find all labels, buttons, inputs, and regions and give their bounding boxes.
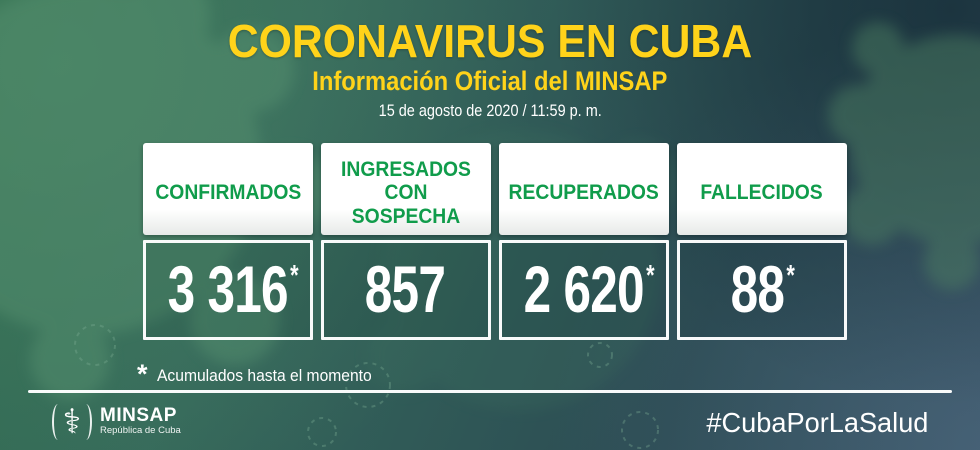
minsap-logo-subtitle: República de Cuba xyxy=(100,425,181,437)
minsap-logo-name: MINSAP xyxy=(100,404,177,426)
stat-card-header: CONFIRMADOS xyxy=(143,143,313,235)
stat-card-header: RECUPERADOS xyxy=(499,143,669,235)
hashtag-text: #CubaPorLaSalud xyxy=(706,407,929,438)
stat-card-value-box: 857 xyxy=(321,240,491,340)
stat-card-suspected: INGRESADOS CON SOSPECHA 857 xyxy=(321,143,491,340)
virus-blob-right xyxy=(828,22,980,290)
stat-card-label: FALLECIDOS xyxy=(700,181,824,205)
laurel-left-icon xyxy=(52,404,64,440)
stat-card-value: 3 316 xyxy=(167,252,289,326)
footnote-text: Acumulados hasta el momento xyxy=(156,366,372,385)
minsap-logo: ⚕ MINSAP República de Cuba xyxy=(52,398,181,444)
stat-card-header: FALLECIDOS xyxy=(677,143,847,235)
stat-card-deceased: FALLECIDOS 88* xyxy=(677,143,847,340)
virus-outlines xyxy=(74,324,659,449)
asterisk-marker: * xyxy=(290,260,298,292)
footnote: * Acumulados hasta el momento xyxy=(137,359,390,389)
stat-card-label: INGRESADOS CON SOSPECHA xyxy=(341,158,471,228)
footnote-asterisk: * xyxy=(137,359,148,389)
asterisk-marker: * xyxy=(646,260,654,292)
date-text: 15 de agosto de 2020 / 11:59 p. m. xyxy=(378,100,602,120)
stat-card-header: INGRESADOS CON SOSPECHA xyxy=(321,143,491,235)
header: CORONAVIRUS EN CUBA Información Oficial … xyxy=(0,18,980,121)
asterisk-marker: * xyxy=(786,260,794,292)
stat-card-value: 2 620 xyxy=(523,252,645,326)
page-subtitle: Información Oficial del MINSAP xyxy=(312,65,668,96)
stat-card-label: RECUPERADOS xyxy=(508,181,660,205)
stat-card-recovered: RECUPERADOS 2 620* xyxy=(499,143,669,340)
stat-card-value: 88 xyxy=(730,252,784,326)
stats-cards: CONFIRMADOS 3 316* INGRESADOS CON SOSPEC… xyxy=(143,143,847,340)
stat-card-value-box: 3 316* xyxy=(143,240,313,340)
stat-card-value-box: 2 620* xyxy=(499,240,669,340)
laurel-right-icon xyxy=(80,404,92,440)
page-title: CORONAVIRUS EN CUBA xyxy=(227,15,753,67)
minsap-logo-text: MINSAP República de Cuba xyxy=(100,404,181,437)
footer-divider xyxy=(28,390,952,393)
stat-card-label: CONFIRMADOS xyxy=(155,181,301,205)
stat-card-confirmed: CONFIRMADOS 3 316* xyxy=(143,143,313,340)
stat-card-value-box: 88* xyxy=(677,240,847,340)
caduceus-icon: ⚕ xyxy=(52,398,92,444)
stat-card-value: 857 xyxy=(364,252,446,326)
